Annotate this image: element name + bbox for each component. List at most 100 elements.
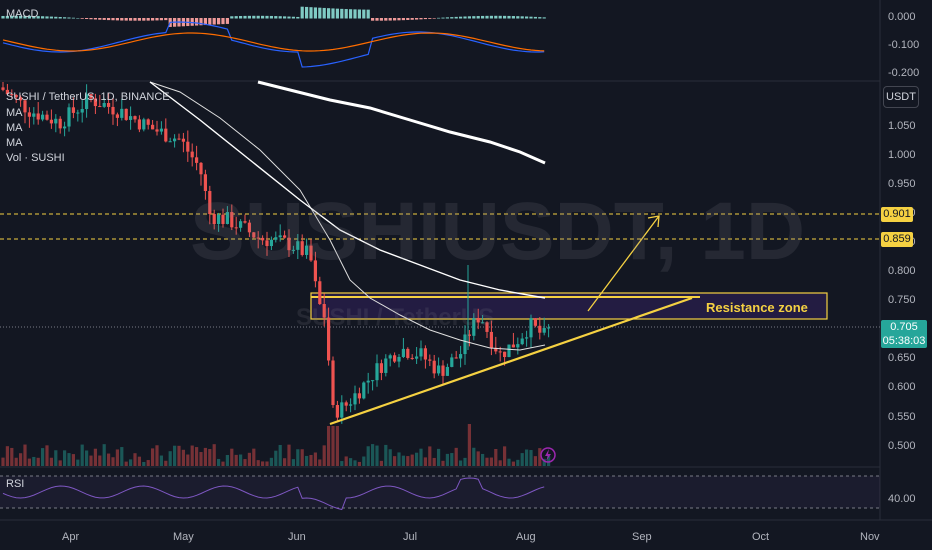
macd-histogram-bar: [296, 16, 300, 19]
candle-body: [269, 239, 273, 247]
watermark-pair: SUSHI / TetherUS: [296, 304, 495, 331]
macd-histogram-bar: [115, 18, 119, 21]
volume-bar: [283, 458, 287, 466]
candle-body: [137, 119, 141, 130]
macd-histogram-bar: [151, 18, 155, 21]
volume-bar: [45, 445, 49, 466]
candle-body: [489, 331, 493, 348]
macd-histogram-bar: [441, 17, 445, 19]
volume-bar: [481, 453, 485, 466]
macd-histogram-bar: [142, 18, 146, 21]
volume-legend[interactable]: Vol · SUSHI: [6, 152, 65, 164]
candle-body: [410, 357, 414, 359]
candle-body: [520, 338, 524, 345]
volume-bar: [23, 444, 27, 466]
candle-body: [80, 109, 84, 113]
volume-bar: [230, 448, 234, 466]
resistance-zone-label[interactable]: Resistance zone: [706, 300, 808, 315]
volume-bar: [344, 456, 348, 466]
candle-body: [142, 119, 146, 130]
bar-countdown: 05:38:03: [881, 334, 927, 348]
macd-histogram-bar: [481, 15, 485, 19]
candle-body: [177, 138, 181, 140]
projection-arrow[interactable]: [587, 215, 660, 312]
candle-body: [445, 366, 449, 376]
macd-histogram-bar: [208, 18, 212, 25]
ma-legend-1[interactable]: MA: [6, 107, 23, 119]
candle-body: [98, 106, 102, 108]
ascending-support-line[interactable]: [329, 296, 693, 426]
candle-body: [111, 106, 115, 115]
macd-histogram-bar: [32, 15, 36, 19]
macd-histogram-bar: [494, 15, 498, 19]
volume-bar: [463, 457, 467, 466]
volume-bar: [41, 448, 45, 466]
macd-histogram-bar: [23, 15, 27, 19]
symbol-title[interactable]: SUSHI / TetherUS, 1D, BINANCE: [6, 91, 170, 103]
candle-body: [107, 102, 111, 107]
volume-bar: [318, 459, 322, 466]
macd-histogram-bar: [322, 7, 326, 19]
volume-bar: [349, 458, 353, 466]
candle-body: [120, 108, 124, 118]
candle-body: [173, 138, 177, 142]
volume-bar: [371, 444, 375, 466]
candle-body: [419, 348, 423, 357]
macd-histogram-bar: [269, 15, 273, 19]
volume-bar: [410, 454, 414, 466]
volume-bar: [93, 448, 97, 466]
candle-body: [239, 221, 243, 228]
macd-histogram-bar: [459, 16, 463, 19]
macd-histogram-bar: [10, 15, 14, 19]
candle-body: [538, 325, 542, 333]
macd-legend[interactable]: MACD: [6, 8, 39, 20]
alert-icon[interactable]: [540, 447, 556, 463]
rsi-legend[interactable]: RSI: [6, 478, 25, 490]
candle-body: [318, 281, 322, 304]
macd-histogram-bar: [199, 18, 203, 26]
volume-bar: [146, 460, 150, 466]
macd-histogram-bar: [243, 15, 247, 19]
ma-legend-2[interactable]: MA: [6, 122, 23, 134]
time-tick: Apr: [62, 531, 80, 543]
macd-histogram-bar: [538, 17, 542, 19]
volume-bar: [1, 457, 5, 466]
volume-bar: [503, 446, 507, 466]
macd-signal-line: [2, 32, 545, 52]
macd-histogram-bar: [278, 16, 282, 19]
time-tick: Jun: [288, 531, 306, 543]
candle-body: [454, 357, 458, 359]
candle-body: [437, 365, 441, 374]
macd-line: [2, 21, 545, 68]
macd-histogram-bar: [58, 17, 62, 19]
macd-histogram-bar: [283, 16, 287, 19]
candle-body: [261, 237, 265, 241]
candle-body: [93, 98, 97, 107]
macd-histogram-bar: [63, 17, 67, 19]
macd-histogram-bar: [344, 9, 348, 19]
candle-body: [511, 344, 515, 348]
currency-unit-button[interactable]: USDT: [883, 86, 919, 108]
macd-histogram-bar: [274, 16, 278, 19]
volume-bar: [265, 461, 269, 466]
macd-histogram-bar: [463, 16, 467, 19]
candle-body: [221, 214, 225, 224]
macd-histogram-bar: [5, 15, 9, 19]
candle-body: [327, 317, 331, 361]
candle-body: [49, 119, 53, 124]
volume-bar: [225, 454, 229, 466]
volume-bar: [36, 457, 40, 466]
candle-body: [498, 351, 502, 353]
candle-body: [481, 322, 485, 324]
volume-bar: [432, 457, 436, 466]
volume-bar: [305, 455, 309, 466]
candle-body: [432, 360, 436, 374]
volume-bar: [10, 447, 14, 466]
macd-histogram-bar: [410, 18, 414, 20]
volume-bar: [511, 461, 515, 466]
volume-bar: [472, 447, 476, 466]
volume-bar: [415, 452, 419, 466]
ma-legend-3[interactable]: MA: [6, 137, 23, 149]
